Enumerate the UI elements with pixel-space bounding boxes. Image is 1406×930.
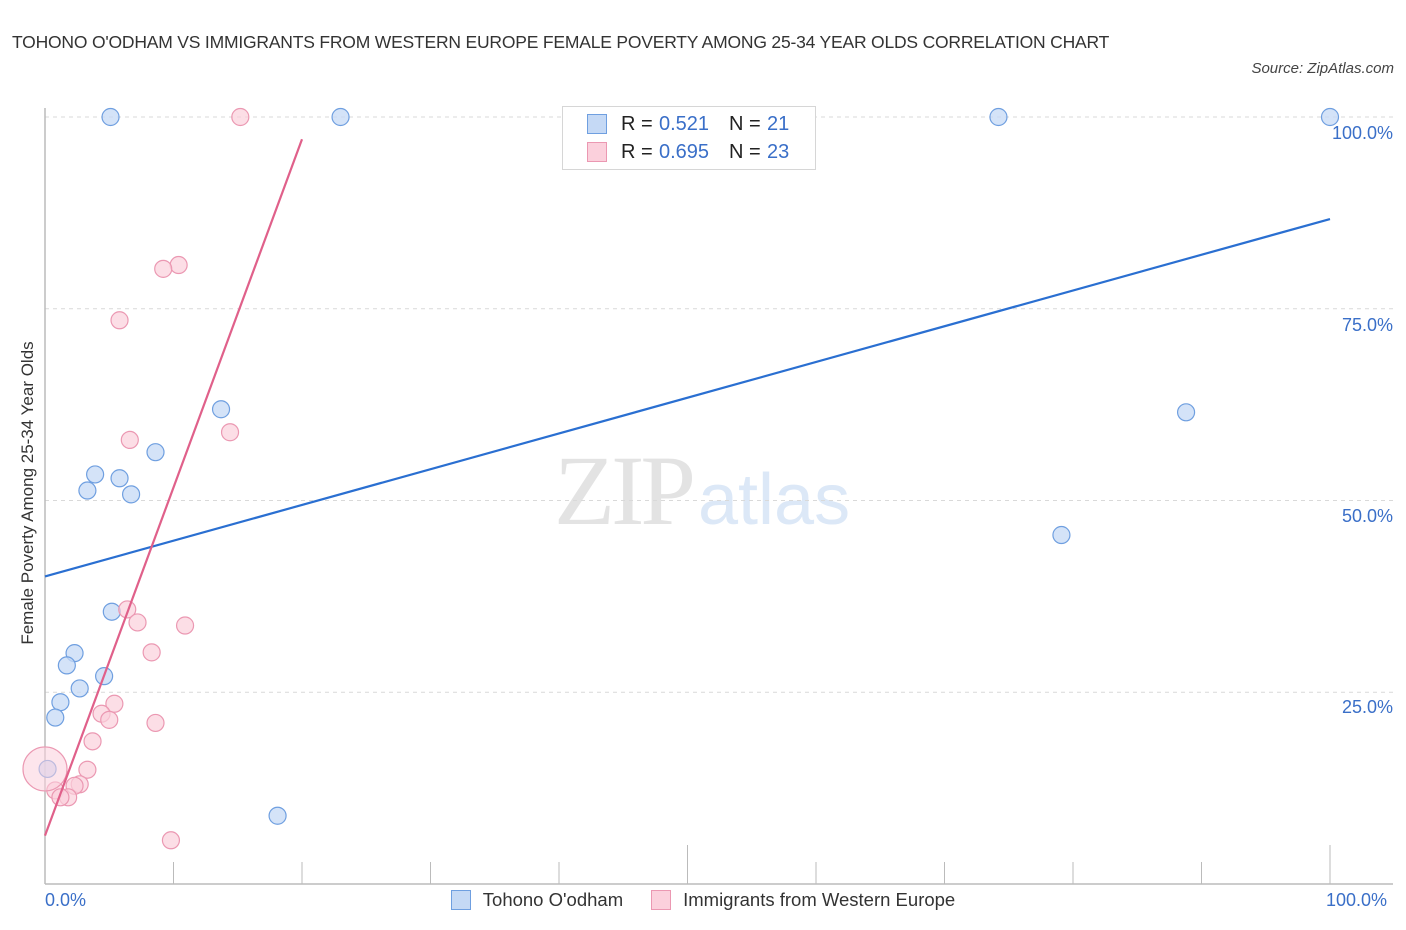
source-label: Source: ZipAtlas.com (1251, 60, 1394, 77)
legend-item-immigrants-western-europe[interactable]: Immigrants from Western Europe (651, 889, 955, 911)
n-label: N = (729, 140, 761, 163)
y-tick-75: 75.0% (1341, 315, 1393, 335)
r-value: 0.521 (659, 112, 710, 135)
data-point-immigrants[interactable] (51, 788, 70, 807)
blue-swatch-icon (450, 890, 471, 910)
n-value: 23 (767, 140, 790, 163)
data-point-tohono-oodham[interactable] (70, 679, 89, 698)
data-point-immigrants[interactable] (105, 694, 124, 713)
chart-title: TOHONO O'ODHAM VS IMMIGRANTS FROM WESTER… (12, 32, 1110, 52)
n-value: 21 (767, 112, 790, 135)
data-point-tohono-oodham[interactable] (331, 107, 350, 127)
data-point-tohono-oodham[interactable] (1176, 403, 1196, 422)
gridlines (45, 116, 1395, 693)
data-point-immigrants[interactable] (169, 255, 188, 275)
data-point-immigrants[interactable] (118, 600, 137, 619)
data-point-immigrants[interactable] (78, 760, 97, 779)
r-label: R = (621, 112, 653, 135)
trend-line-immigrants (43, 138, 304, 837)
data-point-tohono-oodham[interactable] (1320, 107, 1340, 127)
r-value: 0.695 (659, 140, 710, 163)
y-tick-100: 100.0% (1331, 123, 1393, 143)
data-point-immigrants[interactable] (146, 713, 165, 733)
data-point-tohono-oodham[interactable] (121, 485, 141, 504)
blue-swatch-icon (587, 114, 607, 134)
x-tick-0: 0.0% (45, 890, 87, 910)
series-immigrants-points (22, 107, 250, 850)
data-point-immigrants[interactable] (231, 107, 250, 127)
r-label: R = (621, 140, 653, 163)
data-point-immigrants[interactable] (22, 746, 68, 792)
data-point-immigrants[interactable] (83, 732, 102, 751)
data-point-immigrants[interactable] (142, 643, 161, 662)
legend-label: Tohono O'odham (482, 889, 624, 910)
trend-line-tohono-oodham (44, 217, 1331, 578)
data-point-immigrants[interactable] (120, 430, 139, 450)
data-point-tohono-oodham[interactable] (211, 400, 231, 419)
data-point-tohono-oodham[interactable] (268, 806, 287, 825)
axes (44, 108, 1393, 885)
data-point-tohono-oodham[interactable] (57, 656, 76, 675)
y-tick-50: 50.0% (1341, 506, 1393, 526)
x-tick-100: 100.0% (1326, 890, 1388, 910)
n-label: N = (729, 112, 761, 135)
data-point-immigrants[interactable] (161, 831, 181, 850)
data-point-tohono-oodham[interactable] (102, 602, 121, 621)
legend-item-tohono-oodham[interactable]: Tohono O'odham (450, 889, 624, 911)
stats-legend-row-tohono: R = 0.521 N = 21 (587, 112, 789, 136)
data-point-tohono-oodham[interactable] (989, 107, 1008, 127)
data-point-immigrants[interactable] (154, 259, 173, 278)
y-axis-title: Female Poverty Among 25-34 Year Olds (18, 341, 37, 645)
pink-swatch-icon (651, 890, 672, 910)
data-point-tohono-oodham[interactable] (1052, 525, 1071, 545)
data-point-immigrants[interactable] (128, 613, 147, 632)
data-point-tohono-oodham[interactable] (86, 465, 105, 484)
data-point-tohono-oodham[interactable] (46, 708, 65, 727)
stats-legend: R = 0.521 N = 21 R = 0.695 N = 23 (562, 106, 816, 170)
data-point-immigrants[interactable] (100, 710, 119, 729)
data-point-tohono-oodham[interactable] (51, 693, 70, 712)
data-point-immigrants[interactable] (110, 311, 129, 330)
data-point-tohono-oodham[interactable] (110, 469, 129, 488)
series-legend: Tohono O'odham Immigrants from Western E… (0, 889, 1406, 911)
y-tick-25: 25.0% (1341, 697, 1393, 717)
data-point-immigrants[interactable] (175, 616, 195, 635)
data-point-immigrants[interactable] (220, 423, 240, 442)
pink-swatch-icon (587, 142, 607, 162)
data-point-tohono-oodham[interactable] (146, 443, 165, 462)
trend-lines (43, 138, 1331, 837)
legend-label: Immigrants from Western Europe (683, 889, 956, 910)
data-point-tohono-oodham[interactable] (78, 481, 97, 500)
stats-legend-row-immigrants: R = 0.695 N = 23 (587, 140, 789, 164)
series-tohono-oodham-points (38, 107, 1340, 825)
data-point-tohono-oodham[interactable] (101, 107, 120, 127)
watermark-zip: ZIP (554, 435, 696, 546)
